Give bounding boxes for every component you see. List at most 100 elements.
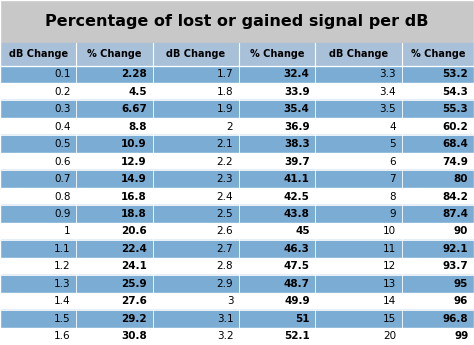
Bar [0,188,474,205]
Text: 87.4: 87.4 [442,209,468,219]
Text: 74.9: 74.9 [442,157,468,167]
Text: 68.4: 68.4 [442,139,468,149]
Bar [0,223,474,240]
Bar [0,135,474,153]
Text: 7: 7 [390,174,396,184]
Text: 99: 99 [454,331,468,341]
Text: 11: 11 [383,244,396,254]
Text: 27.6: 27.6 [121,296,147,306]
Text: 2.8: 2.8 [217,262,233,272]
Text: 1.7: 1.7 [217,69,233,79]
Text: 51: 51 [295,314,310,324]
Text: 55.3: 55.3 [443,104,468,114]
Text: 3.1: 3.1 [217,314,233,324]
Bar [0,100,474,118]
Bar [0,293,474,310]
Text: 35.4: 35.4 [284,104,310,114]
Text: 1.4: 1.4 [54,296,71,306]
Bar [0,66,474,83]
Text: % Change: % Change [250,49,304,59]
Bar [0,153,474,170]
Text: 3: 3 [227,296,233,306]
Text: 93.7: 93.7 [443,262,468,272]
Text: 9: 9 [390,209,396,219]
Text: 80: 80 [454,174,468,184]
Text: 1: 1 [64,226,71,236]
Text: 0.8: 0.8 [54,191,71,201]
Text: 45: 45 [295,226,310,236]
Text: 1.8: 1.8 [217,87,233,97]
Text: 2.9: 2.9 [217,279,233,289]
Text: 2.2: 2.2 [217,157,233,167]
Text: 10: 10 [383,226,396,236]
Text: 8.8: 8.8 [128,122,147,132]
Text: 0.4: 0.4 [54,122,71,132]
Text: 53.2: 53.2 [443,69,468,79]
Text: 1.6: 1.6 [54,331,71,341]
Text: 36.9: 36.9 [284,122,310,132]
Text: 2.1: 2.1 [217,139,233,149]
Bar [0,43,474,66]
Text: 0.5: 0.5 [54,139,71,149]
Text: 2.7: 2.7 [217,244,233,254]
Text: dB Change: dB Change [329,49,388,59]
Text: 92.1: 92.1 [443,244,468,254]
Text: 1.9: 1.9 [217,104,233,114]
Text: 0.3: 0.3 [54,104,71,114]
Text: 2: 2 [227,122,233,132]
Text: 52.1: 52.1 [284,331,310,341]
Bar [0,83,474,100]
Text: 95: 95 [454,279,468,289]
Bar [0,310,474,327]
Text: 4: 4 [390,122,396,132]
Text: 1.3: 1.3 [54,279,71,289]
Bar [0,275,474,293]
Text: 0.1: 0.1 [54,69,71,79]
Text: 2.28: 2.28 [121,69,147,79]
Text: 3.5: 3.5 [380,104,396,114]
Text: 24.1: 24.1 [121,262,147,272]
Text: 54.3: 54.3 [442,87,468,97]
Text: 96.8: 96.8 [443,314,468,324]
Text: 60.2: 60.2 [443,122,468,132]
Text: 49.9: 49.9 [284,296,310,306]
Text: 18.8: 18.8 [121,209,147,219]
Text: 48.7: 48.7 [283,279,310,289]
Text: 1.2: 1.2 [54,262,71,272]
Text: Percentage of lost or gained signal per dB: Percentage of lost or gained signal per … [45,14,429,29]
Text: 96: 96 [454,296,468,306]
Text: % Change: % Change [87,49,142,59]
Text: 33.9: 33.9 [284,87,310,97]
Text: 10.9: 10.9 [121,139,147,149]
Text: 46.3: 46.3 [284,244,310,254]
Text: 42.5: 42.5 [284,191,310,201]
Text: 12.9: 12.9 [121,157,147,167]
Text: 2.3: 2.3 [217,174,233,184]
Text: 8: 8 [390,191,396,201]
Text: 13: 13 [383,279,396,289]
Text: dB Change: dB Change [166,49,225,59]
Text: 43.8: 43.8 [284,209,310,219]
Bar [0,258,474,275]
Text: 2.6: 2.6 [217,226,233,236]
Text: 22.4: 22.4 [121,244,147,254]
Text: 25.9: 25.9 [121,279,147,289]
Text: 6.67: 6.67 [121,104,147,114]
Text: 1.5: 1.5 [54,314,71,324]
Text: 2.4: 2.4 [217,191,233,201]
Text: 84.2: 84.2 [442,191,468,201]
Text: 20.6: 20.6 [121,226,147,236]
Text: 0.7: 0.7 [54,174,71,184]
Text: 0.9: 0.9 [54,209,71,219]
Text: 12: 12 [383,262,396,272]
Text: 3.2: 3.2 [217,331,233,341]
Text: 3.3: 3.3 [380,69,396,79]
Text: 2.5: 2.5 [217,209,233,219]
Text: % Change: % Change [410,49,465,59]
Text: 90: 90 [454,226,468,236]
Text: 14: 14 [383,296,396,306]
Bar [0,118,474,135]
Text: 1.1: 1.1 [54,244,71,254]
Text: 3.4: 3.4 [380,87,396,97]
Text: 39.7: 39.7 [284,157,310,167]
